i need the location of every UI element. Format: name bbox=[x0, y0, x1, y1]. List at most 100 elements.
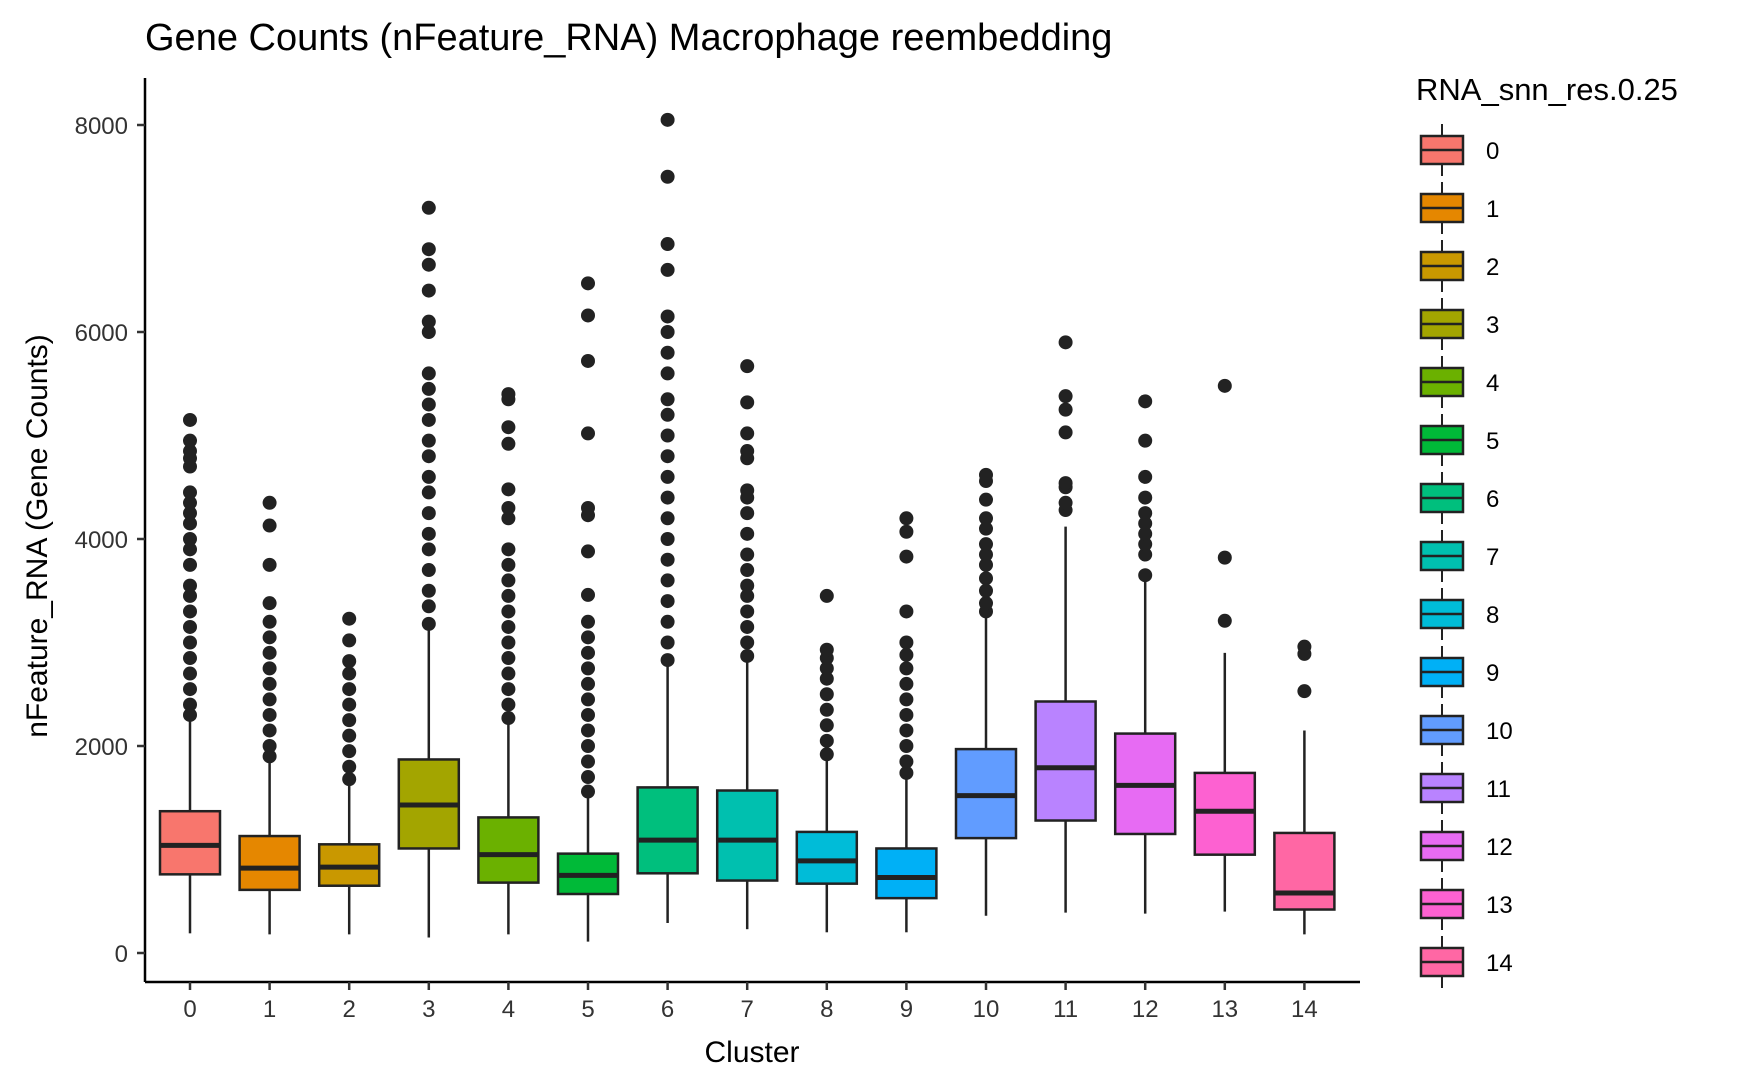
outlier-point bbox=[899, 524, 914, 539]
box-cluster-6 bbox=[636, 112, 699, 923]
outlier-point bbox=[342, 611, 357, 626]
outlier-point bbox=[183, 707, 197, 722]
outlier-point bbox=[421, 200, 436, 215]
box-cluster-3 bbox=[397, 200, 461, 938]
outlier-point bbox=[262, 518, 277, 533]
outlier-point bbox=[421, 616, 436, 631]
box-cluster-1 bbox=[238, 495, 301, 935]
outlier-point bbox=[421, 583, 436, 598]
outlier-point bbox=[740, 526, 755, 541]
outlier-point bbox=[819, 747, 834, 762]
box-cluster-4 bbox=[477, 387, 540, 935]
legend-label: 10 bbox=[1486, 718, 1513, 745]
outlier-point bbox=[581, 426, 595, 441]
outlier-point bbox=[660, 392, 675, 407]
outlier-point bbox=[1058, 335, 1073, 350]
outlier-point bbox=[660, 511, 675, 526]
box-cluster-11 bbox=[1034, 335, 1097, 913]
outlier-point bbox=[899, 635, 914, 650]
box-cluster-7 bbox=[715, 359, 779, 930]
x-tick-label: 11 bbox=[1053, 996, 1078, 1023]
outlier-point bbox=[899, 692, 914, 707]
x-tick-label: 4 bbox=[502, 996, 515, 1023]
outlier-point bbox=[979, 492, 993, 507]
outlier-point bbox=[660, 653, 675, 668]
legend-label: 12 bbox=[1486, 834, 1513, 861]
outlier-point bbox=[740, 578, 755, 593]
box-cluster-9 bbox=[875, 511, 938, 933]
outlier-point bbox=[740, 483, 755, 498]
outlier-point bbox=[660, 325, 675, 339]
outlier-point bbox=[660, 309, 675, 324]
x-tick-label: 5 bbox=[581, 996, 594, 1023]
outlier-point bbox=[979, 547, 993, 562]
outlier-point bbox=[660, 262, 675, 277]
outlier-point bbox=[421, 283, 436, 298]
outlier-point bbox=[819, 702, 834, 717]
outlier-point bbox=[1058, 476, 1073, 491]
outlier-point bbox=[421, 366, 436, 381]
box-cluster-14 bbox=[1273, 639, 1336, 935]
box-iqr bbox=[636, 786, 699, 875]
outlier-point bbox=[979, 571, 993, 586]
outlier-point bbox=[660, 366, 675, 381]
outlier-point bbox=[183, 578, 197, 593]
outlier-point bbox=[501, 420, 516, 435]
box-cluster-0 bbox=[158, 412, 222, 934]
outlier-point bbox=[1297, 684, 1312, 699]
legend-label: 5 bbox=[1486, 428, 1499, 455]
outlier-point bbox=[979, 511, 993, 526]
outlier-point bbox=[262, 557, 277, 572]
outlier-point bbox=[660, 449, 675, 464]
legend-item-10: 10 bbox=[1419, 704, 1513, 756]
outlier-point bbox=[501, 588, 516, 603]
box-cluster-10 bbox=[954, 467, 1018, 916]
plot-area bbox=[158, 112, 1336, 942]
outlier-point bbox=[421, 563, 436, 578]
outlier-point bbox=[899, 661, 914, 676]
outlier-point bbox=[740, 359, 755, 374]
outlier-point bbox=[1138, 526, 1153, 541]
outlier-point bbox=[581, 630, 595, 645]
outlier-point bbox=[342, 633, 357, 648]
legend-title: RNA_snn_res.0.25 bbox=[1416, 72, 1678, 107]
outlier-point bbox=[342, 682, 357, 697]
outlier-point bbox=[183, 666, 197, 681]
box-iqr bbox=[238, 834, 301, 892]
legend-item-3: 3 bbox=[1419, 298, 1499, 350]
legend-item-13: 13 bbox=[1419, 878, 1513, 930]
outlier-point bbox=[660, 614, 675, 629]
outlier-point bbox=[581, 784, 595, 799]
outlier-point bbox=[581, 544, 595, 559]
y-tick-label: 6000 bbox=[75, 320, 128, 347]
legend-label: 14 bbox=[1486, 950, 1513, 977]
outlier-point bbox=[660, 237, 675, 252]
legend-item-7: 7 bbox=[1419, 530, 1499, 582]
outlier-point bbox=[660, 594, 675, 609]
outlier-point bbox=[342, 713, 357, 728]
outlier-point bbox=[421, 526, 436, 541]
outlier-point bbox=[1217, 550, 1232, 565]
outlier-point bbox=[1138, 433, 1153, 448]
outlier-point bbox=[660, 407, 675, 422]
x-tick-label: 13 bbox=[1211, 996, 1238, 1023]
outlier-point bbox=[740, 426, 755, 441]
outlier-point bbox=[183, 516, 197, 531]
outlier-point bbox=[342, 654, 357, 669]
outlier-point bbox=[1297, 639, 1312, 654]
outlier-point bbox=[1138, 547, 1153, 562]
x-tick-label: 0 bbox=[183, 996, 196, 1023]
legend-label: 0 bbox=[1486, 138, 1499, 165]
outlier-point bbox=[660, 490, 675, 505]
outlier-point bbox=[183, 682, 197, 697]
outlier-point bbox=[421, 542, 436, 557]
outlier-point bbox=[660, 552, 675, 567]
outlier-point bbox=[262, 723, 277, 738]
box-iqr bbox=[158, 809, 222, 876]
legend-label: 2 bbox=[1486, 254, 1499, 281]
outlier-point bbox=[183, 588, 197, 603]
x-tick-label: 8 bbox=[820, 996, 833, 1023]
legend-item-9: 9 bbox=[1419, 646, 1499, 698]
outlier-point bbox=[501, 697, 516, 712]
